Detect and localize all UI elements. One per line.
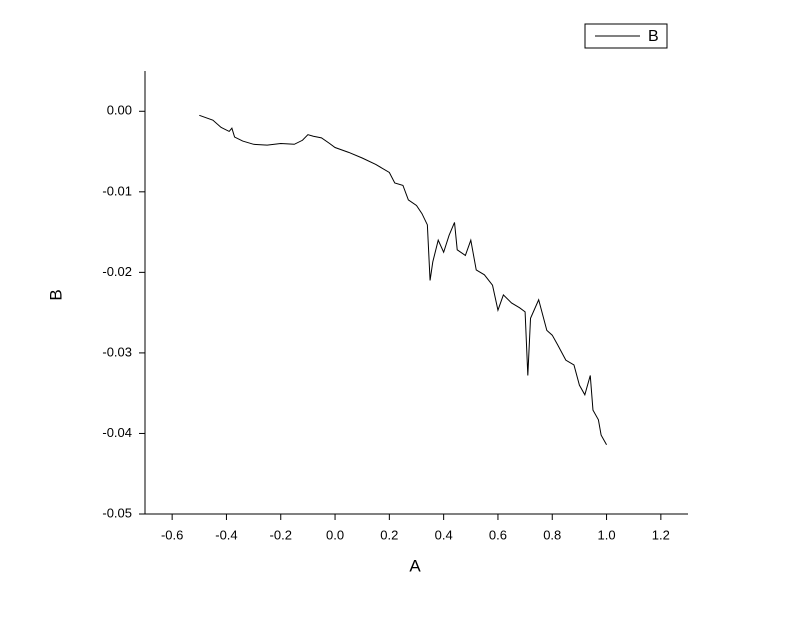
y-tick-label: -0.03 bbox=[102, 344, 132, 359]
data-line bbox=[199, 114, 607, 445]
x-tick-label: 1.2 bbox=[652, 527, 670, 542]
x-tick-label: -0.4 bbox=[215, 527, 237, 542]
x-tick-label: 0.4 bbox=[435, 527, 453, 542]
x-tick-label: -0.6 bbox=[161, 527, 183, 542]
y-axis-title: B bbox=[46, 289, 65, 300]
y-tick-label: -0.01 bbox=[102, 183, 132, 198]
y-tick-label: -0.04 bbox=[102, 425, 132, 440]
y-tick-label: 0.00 bbox=[107, 103, 132, 118]
x-tick-label: -0.2 bbox=[270, 527, 292, 542]
x-axis-title: A bbox=[409, 556, 421, 575]
x-tick-label: 1.0 bbox=[598, 527, 616, 542]
x-tick-label: 0.2 bbox=[380, 527, 398, 542]
x-tick-label: 0.6 bbox=[489, 527, 507, 542]
x-tick-label: 0.8 bbox=[543, 527, 561, 542]
y-tick-label: -0.02 bbox=[102, 264, 132, 279]
legend-label: B bbox=[648, 28, 659, 45]
y-tick-label: -0.05 bbox=[102, 505, 132, 520]
x-tick-label: 0.0 bbox=[326, 527, 344, 542]
